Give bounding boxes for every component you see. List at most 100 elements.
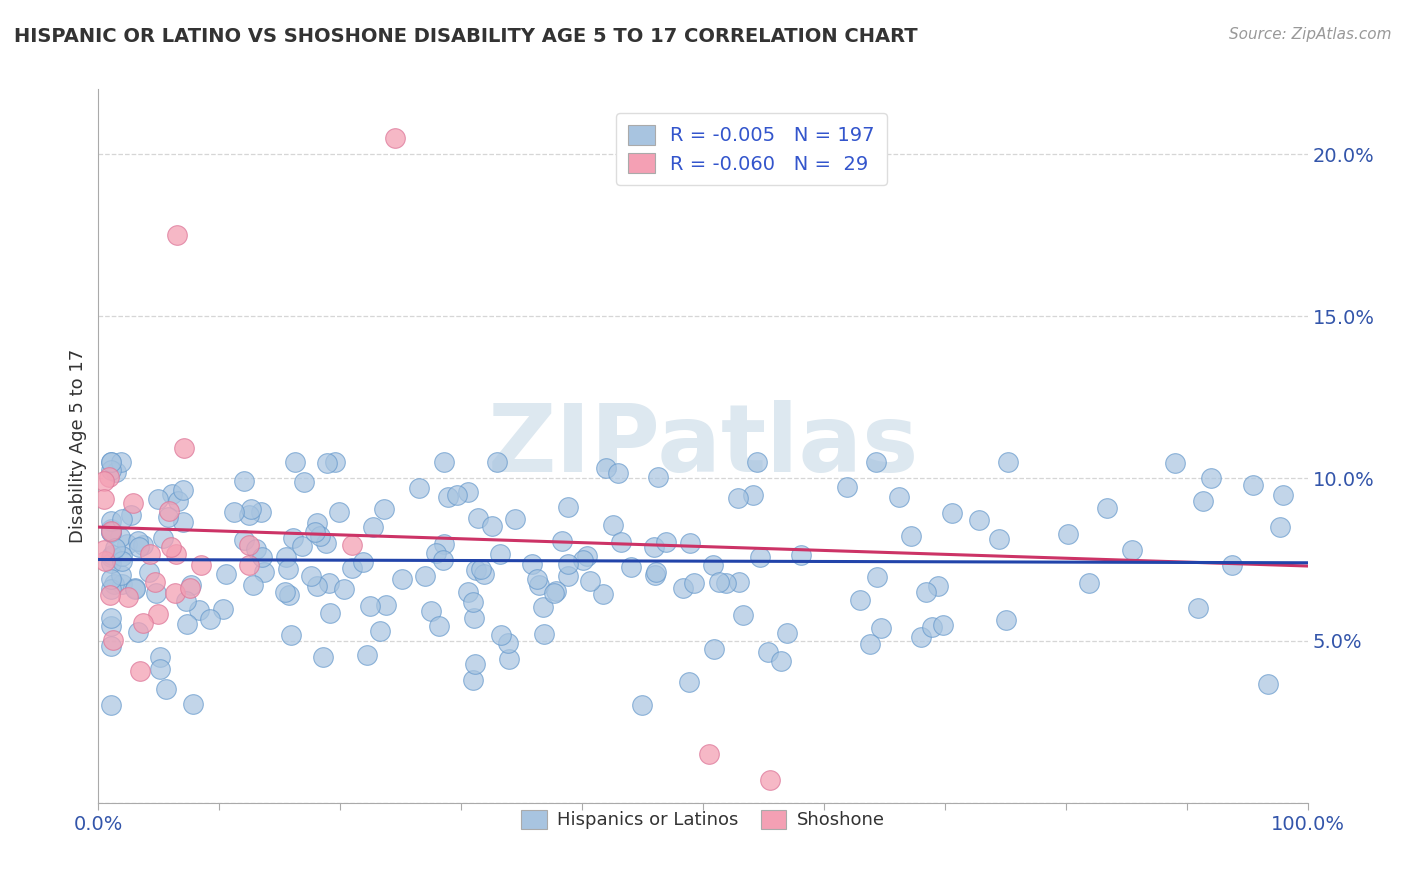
Point xyxy=(280,628,302,642)
Point xyxy=(149,662,172,676)
Point xyxy=(835,480,858,494)
Point xyxy=(176,617,198,632)
Point xyxy=(602,518,624,533)
Point xyxy=(110,568,132,582)
Point xyxy=(551,534,574,549)
Point xyxy=(887,490,910,504)
Point xyxy=(173,441,195,455)
Point xyxy=(756,645,779,659)
Point xyxy=(849,592,872,607)
Point xyxy=(498,652,520,666)
Point xyxy=(742,487,765,501)
Point xyxy=(361,519,384,533)
Point xyxy=(100,522,122,536)
Point xyxy=(544,584,567,599)
Point xyxy=(914,585,936,599)
Point xyxy=(859,637,882,651)
Point xyxy=(160,487,183,501)
Point xyxy=(94,554,117,568)
Point xyxy=(533,627,555,641)
Point xyxy=(610,534,633,549)
Point xyxy=(312,649,335,664)
Point xyxy=(1199,471,1222,485)
Point xyxy=(733,608,755,623)
Point xyxy=(165,547,187,561)
Point xyxy=(239,502,262,516)
Point xyxy=(432,552,454,566)
Point xyxy=(910,631,932,645)
Point xyxy=(157,504,180,518)
Point xyxy=(702,558,724,572)
Point xyxy=(292,475,315,489)
Point xyxy=(181,697,204,711)
Point xyxy=(128,540,150,554)
Point xyxy=(488,547,510,561)
Point xyxy=(630,698,652,713)
Point xyxy=(104,541,127,555)
Point xyxy=(179,581,201,595)
Point xyxy=(679,536,702,550)
Point xyxy=(127,533,149,548)
Point xyxy=(238,538,260,552)
Point xyxy=(318,575,340,590)
Point xyxy=(100,556,122,570)
Point xyxy=(575,549,598,563)
Point xyxy=(467,511,489,525)
Point xyxy=(503,512,526,526)
Point xyxy=(309,529,332,543)
Point xyxy=(274,550,297,565)
Point xyxy=(461,673,484,687)
Point xyxy=(433,537,456,551)
Point xyxy=(100,463,122,477)
Point xyxy=(543,585,565,599)
Point xyxy=(111,512,134,526)
Point xyxy=(100,549,122,564)
Point xyxy=(233,474,256,488)
Point xyxy=(572,553,595,567)
Point xyxy=(988,532,1011,546)
Point xyxy=(1241,478,1264,492)
Point xyxy=(967,513,990,527)
Point xyxy=(592,587,614,601)
Point xyxy=(1187,600,1209,615)
Point xyxy=(557,500,579,514)
Point xyxy=(758,773,780,788)
Point xyxy=(1220,558,1243,572)
Point xyxy=(356,648,378,663)
Point xyxy=(866,569,889,583)
Point xyxy=(110,455,132,469)
Point xyxy=(127,625,149,640)
Point xyxy=(277,588,299,602)
Point xyxy=(1192,494,1215,508)
Point xyxy=(520,557,543,571)
Point xyxy=(146,492,169,507)
Point xyxy=(167,494,190,508)
Point xyxy=(160,541,183,555)
Point xyxy=(149,649,172,664)
Point xyxy=(100,455,122,469)
Point xyxy=(253,565,276,579)
Text: HISPANIC OR LATINO VS SHOSHONE DISABILITY AGE 5 TO 17 CORRELATION CHART: HISPANIC OR LATINO VS SHOSHONE DISABILIT… xyxy=(14,27,918,45)
Point xyxy=(281,532,304,546)
Point xyxy=(100,618,122,632)
Point xyxy=(100,639,122,653)
Point xyxy=(770,654,793,668)
Point xyxy=(643,540,665,554)
Point xyxy=(180,577,202,591)
Point xyxy=(249,504,271,518)
Point xyxy=(291,539,314,553)
Point xyxy=(457,485,479,500)
Point xyxy=(368,624,391,638)
Point xyxy=(461,595,484,609)
Point xyxy=(352,555,374,569)
Point xyxy=(100,582,122,597)
Point xyxy=(655,534,678,549)
Point xyxy=(163,586,186,600)
Point xyxy=(129,664,152,678)
Point xyxy=(1056,526,1078,541)
Point xyxy=(315,536,337,550)
Point xyxy=(299,569,322,583)
Point xyxy=(138,566,160,580)
Point xyxy=(647,470,669,484)
Point xyxy=(215,567,238,582)
